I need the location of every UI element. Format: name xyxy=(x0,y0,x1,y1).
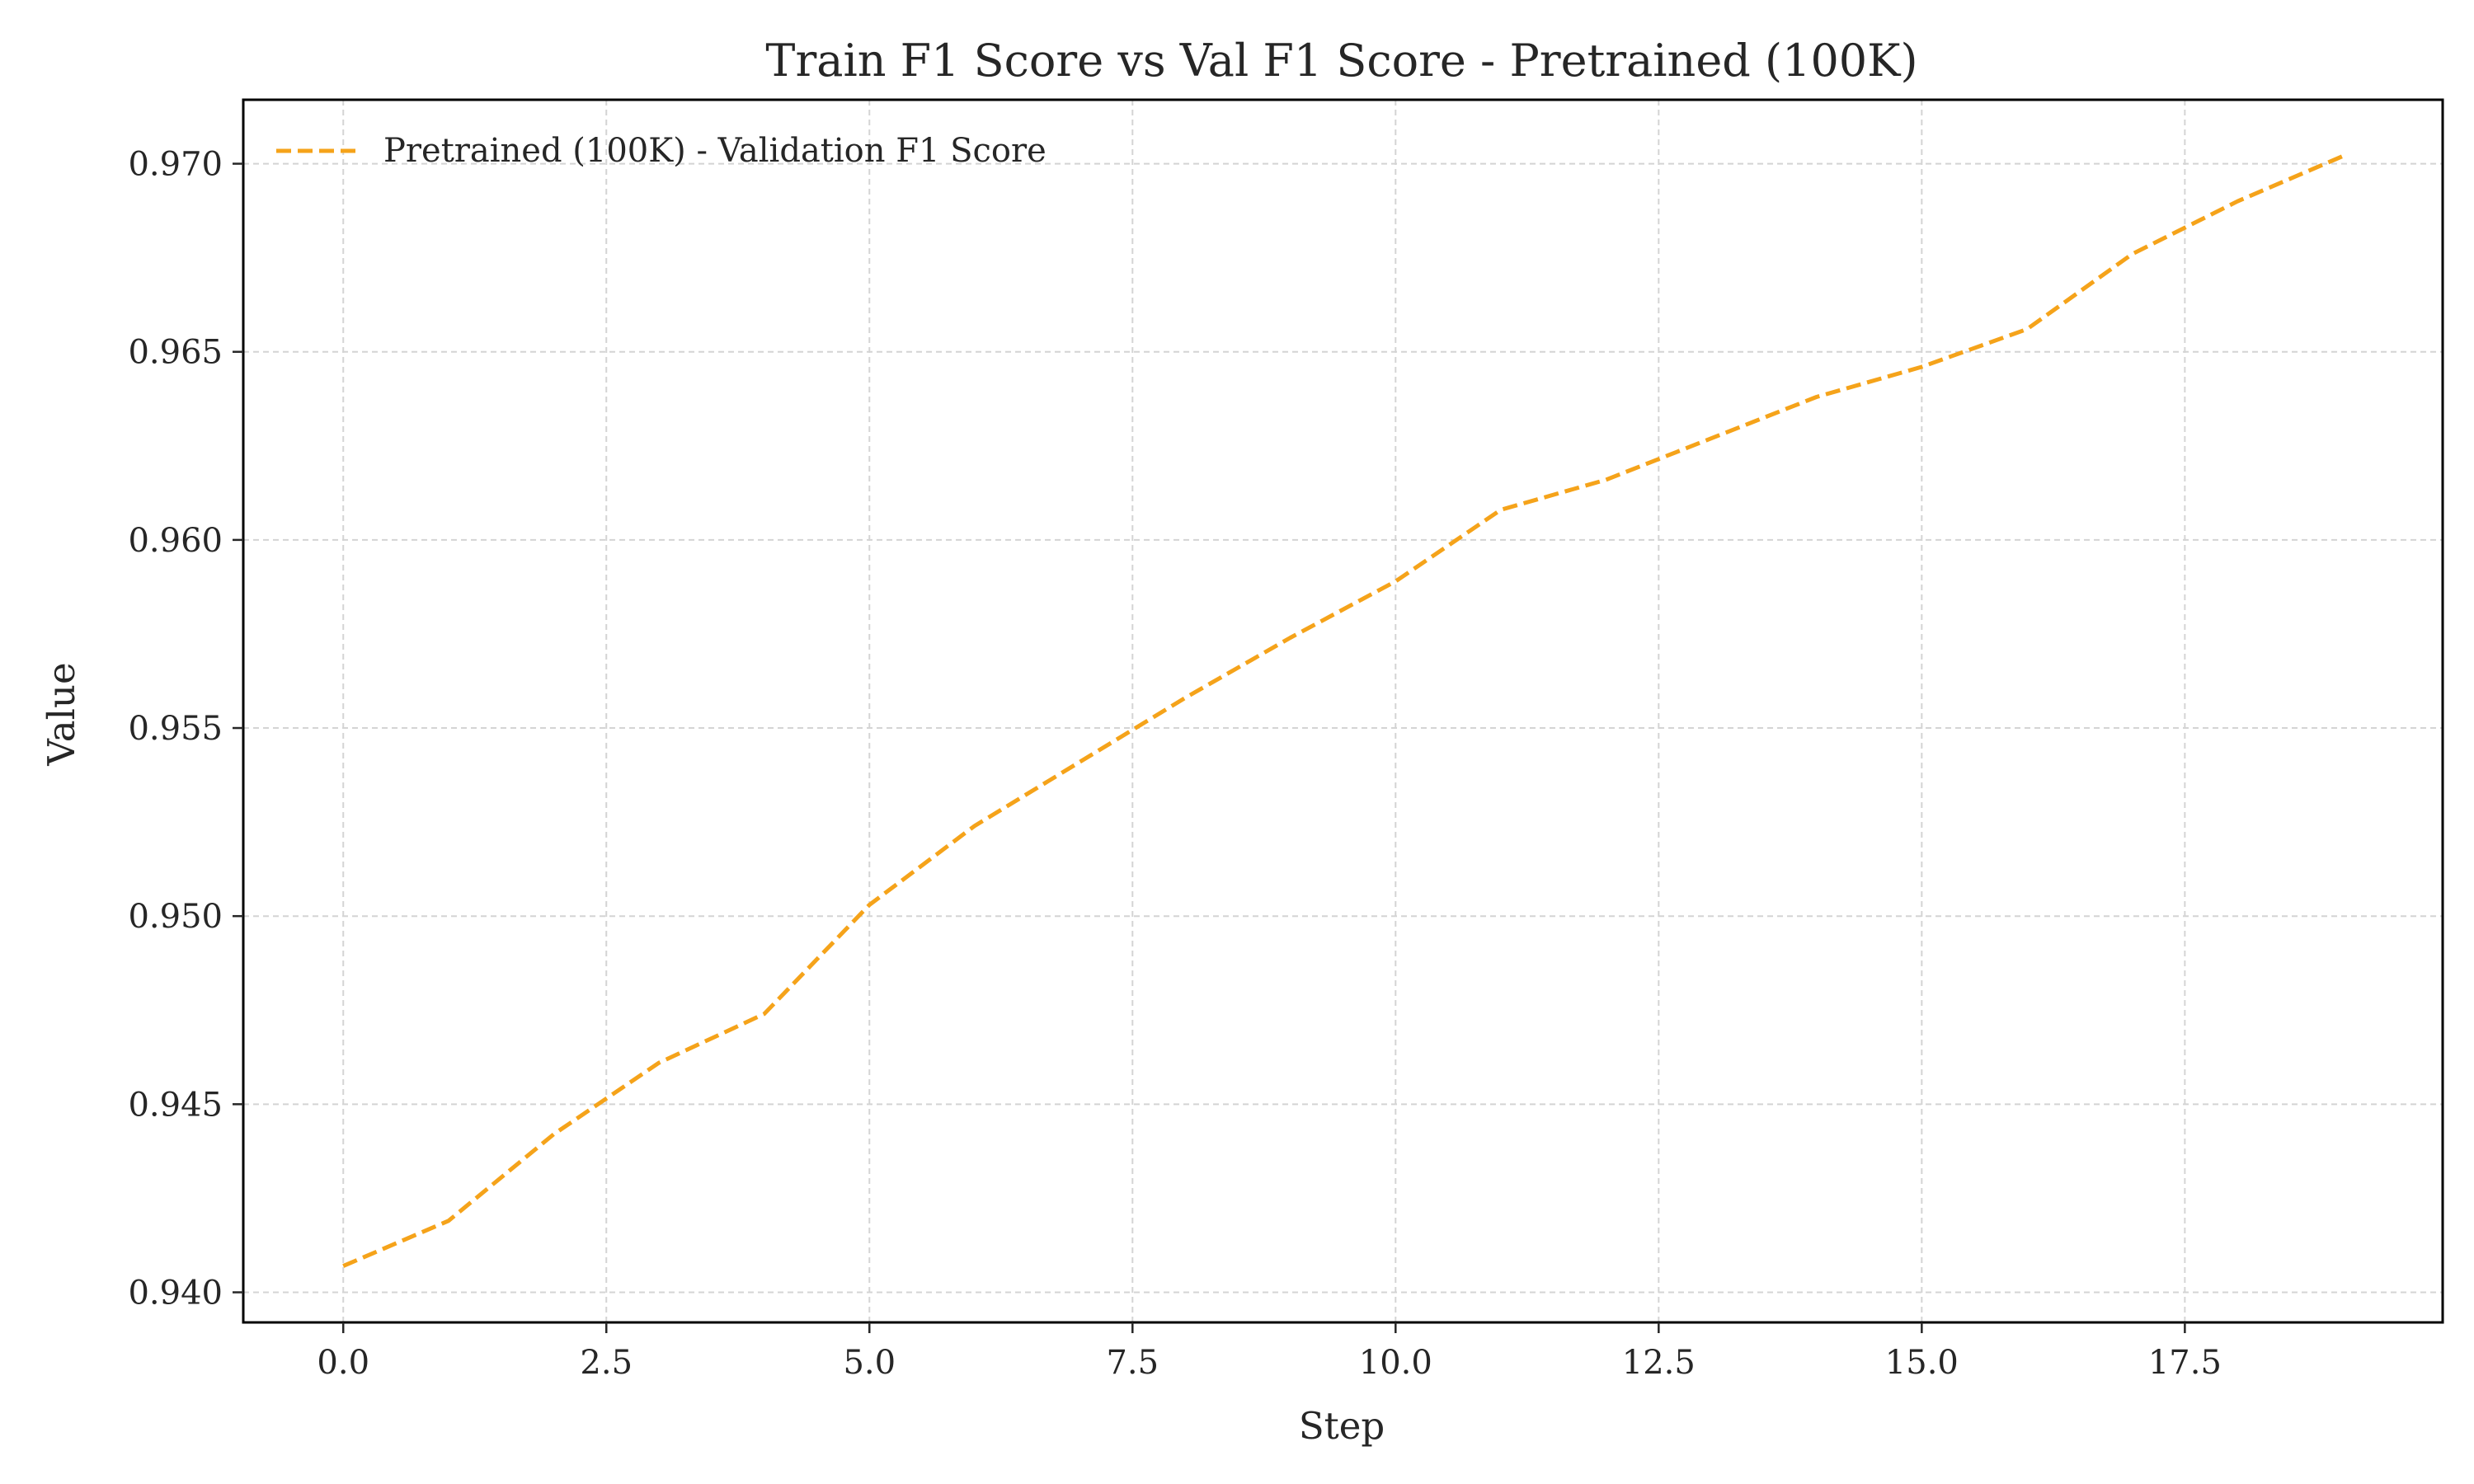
y-tick-label: 0.955 xyxy=(128,710,223,748)
y-tick-label: 0.965 xyxy=(128,334,223,372)
series-line-validation-f1 xyxy=(342,154,2344,1268)
series-layer xyxy=(342,154,2344,1268)
grid xyxy=(243,100,2443,1322)
x-tick-label: 7.5 xyxy=(1106,1344,1159,1382)
legend: Pretrained (100K) - Validation F1 Score xyxy=(276,132,1047,170)
x-axis-label: Step xyxy=(1299,1404,1385,1448)
x-tick-label: 5.0 xyxy=(843,1344,896,1382)
x-tick-label: 2.5 xyxy=(580,1344,633,1382)
x-tick-label: 15.0 xyxy=(1885,1344,1959,1382)
legend-label: Pretrained (100K) - Validation F1 Score xyxy=(383,132,1047,170)
y-tick-label: 0.940 xyxy=(128,1274,223,1312)
x-tick-label: 0.0 xyxy=(317,1344,369,1382)
x-tick-label: 12.5 xyxy=(1622,1344,1696,1382)
x-tick-label: 17.5 xyxy=(2148,1344,2222,1382)
y-tick-label: 0.970 xyxy=(128,146,223,184)
chart-title: Train F1 Score vs Val F1 Score - Pretrai… xyxy=(765,35,1917,87)
plot-frame xyxy=(242,98,2444,1324)
y-axis-label: Value xyxy=(40,662,83,766)
y-tick-label: 0.945 xyxy=(128,1086,223,1124)
x-tick-label: 10.0 xyxy=(1359,1344,1432,1382)
y-tick-label: 0.950 xyxy=(128,898,223,936)
ticks: 0.0 2.5 5.0 7.5 10.0 12.5 15.0 17.5 0.940 0.945 0.… xyxy=(128,146,2221,1382)
y-tick-label: 0.960 xyxy=(128,522,223,560)
